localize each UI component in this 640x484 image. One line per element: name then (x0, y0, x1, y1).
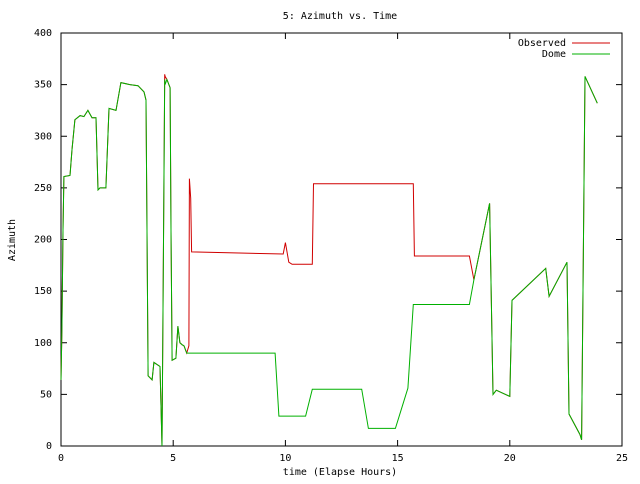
x-tick-label: 5 (170, 453, 176, 464)
y-tick-label: 350 (34, 80, 52, 91)
y-tick-label: 150 (34, 286, 52, 297)
y-tick-label: 400 (34, 28, 52, 39)
x-tick-label: 20 (504, 453, 516, 464)
data-line (60, 76, 598, 447)
x-tick-label: 15 (392, 453, 404, 464)
y-tick-label: 250 (34, 183, 52, 194)
x-tick-label: 25 (616, 453, 628, 464)
y-tick-label: 300 (34, 131, 52, 142)
x-tick-label: 10 (279, 453, 291, 464)
y-tick-label: 0 (46, 441, 52, 452)
chart-title: 5: Azimuth vs. Time (283, 11, 397, 22)
y-tick-label: 200 (34, 235, 52, 246)
x-axis-label: time (Elapse Hours) (283, 467, 397, 478)
y-tick-label: 50 (40, 389, 52, 400)
legend-label: Dome (542, 49, 566, 60)
x-tick-label: 0 (58, 453, 64, 464)
legend-label: Observed (518, 38, 566, 49)
y-axis-label: Azimuth (7, 219, 18, 261)
y-tick-label: 100 (34, 338, 52, 349)
data-line (60, 74, 598, 447)
